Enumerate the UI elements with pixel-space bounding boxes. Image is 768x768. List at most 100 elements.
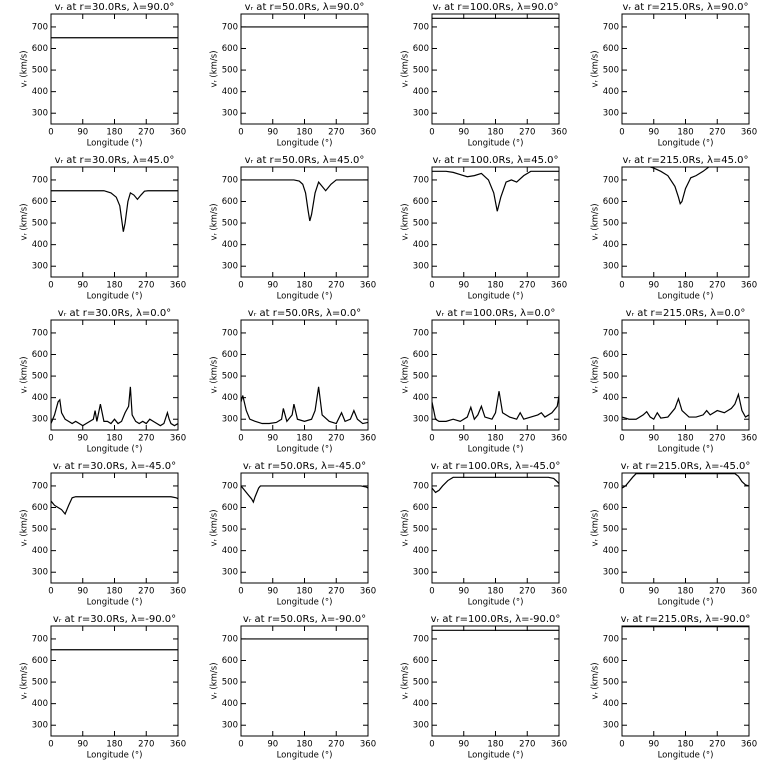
x-tick-label: 90 bbox=[77, 128, 88, 138]
y-tick-label: 400 bbox=[603, 546, 619, 556]
y-tick-label: 400 bbox=[603, 240, 619, 250]
y-tick-label: 400 bbox=[222, 240, 238, 250]
y-tick-label: 500 bbox=[413, 525, 429, 535]
x-tick-label: 360 bbox=[360, 434, 376, 444]
x-tick-label: 0 bbox=[238, 128, 243, 138]
y-tick-label: 500 bbox=[222, 66, 238, 76]
y-axis-label: vᵣ (km/s) bbox=[401, 203, 411, 240]
y-tick-label: 500 bbox=[603, 678, 619, 688]
x-tick-label: 0 bbox=[238, 740, 243, 750]
plot-frame bbox=[621, 13, 750, 125]
y-axis-label: vᵣ (km/s) bbox=[20, 509, 30, 546]
plot-frame bbox=[240, 625, 369, 737]
x-tick-label: 270 bbox=[138, 587, 154, 597]
panel: vᵣ at r=30.0Rs, λ=45.0° Longitude (°) vᵣ (… bbox=[20, 155, 187, 302]
y-axis-label: vᵣ (km/s) bbox=[591, 203, 601, 240]
y-tick-label: 600 bbox=[603, 44, 619, 54]
y-tick-label: 300 bbox=[32, 262, 48, 272]
x-tick-label: 90 bbox=[267, 434, 278, 444]
y-tick-label: 400 bbox=[413, 240, 429, 250]
y-axis-label: vᵣ (km/s) bbox=[210, 50, 220, 87]
x-tick-label: 90 bbox=[458, 128, 469, 138]
x-axis-label: Longitude (°) bbox=[277, 751, 333, 761]
y-tick-label: 500 bbox=[413, 678, 429, 688]
y-tick-label: 300 bbox=[222, 262, 238, 272]
y-tick-label: 500 bbox=[32, 219, 48, 229]
x-axis-label: Longitude (°) bbox=[87, 751, 143, 761]
plot-frame bbox=[50, 13, 179, 125]
x-tick-label: 0 bbox=[429, 587, 434, 597]
panel: vᵣ at r=215.0Rs, λ=-45.0° Longitude (°) vᵣ… bbox=[591, 461, 758, 608]
panel: vᵣ at r=50.0Rs, λ=0.0° Longitude (°) vᵣ (k… bbox=[210, 308, 377, 455]
y-tick-label: 300 bbox=[603, 568, 619, 578]
x-tick-label: 0 bbox=[238, 434, 243, 444]
y-tick-label: 700 bbox=[413, 481, 429, 491]
y-tick-label: 300 bbox=[32, 721, 48, 731]
data-line bbox=[432, 476, 559, 494]
x-tick-label: 360 bbox=[170, 587, 186, 597]
y-tick-label: 600 bbox=[413, 197, 429, 207]
panel: vᵣ at r=215.0Rs, λ=0.0° Longitude (°) vᵣ (… bbox=[591, 308, 758, 455]
data-line bbox=[432, 391, 559, 423]
x-tick-label: 0 bbox=[619, 587, 624, 597]
y-axis-label: vᵣ (km/s) bbox=[401, 662, 411, 699]
x-tick-label: 90 bbox=[77, 281, 88, 291]
y-tick-label: 500 bbox=[222, 372, 238, 382]
data-line bbox=[51, 190, 178, 232]
panel: vᵣ at r=30.0Rs, λ=0.0° Longitude (°) vᵣ (k… bbox=[20, 308, 187, 455]
data-line bbox=[622, 473, 749, 489]
y-tick-label: 600 bbox=[32, 350, 48, 360]
panel: vᵣ at r=50.0Rs, λ=90.0° Longitude (°) vᵣ (… bbox=[210, 2, 377, 149]
x-tick-label: 180 bbox=[296, 587, 312, 597]
panel: vᵣ at r=100.0Rs, λ=-45.0° Longitude (°) vᵣ… bbox=[401, 461, 568, 608]
chart-title: vᵣ at r=30.0Rs, λ=90.0° bbox=[55, 2, 175, 13]
y-tick-label: 600 bbox=[603, 197, 619, 207]
chart-title: vᵣ at r=215.0Rs, λ=45.0° bbox=[622, 155, 748, 166]
x-tick-label: 90 bbox=[648, 434, 659, 444]
y-tick-label: 700 bbox=[32, 22, 48, 32]
x-tick-label: 180 bbox=[296, 434, 312, 444]
y-tick-label: 500 bbox=[413, 372, 429, 382]
x-tick-label: 180 bbox=[106, 281, 122, 291]
y-tick-label: 400 bbox=[603, 699, 619, 709]
y-tick-label: 600 bbox=[222, 656, 238, 666]
x-axis-label: Longitude (°) bbox=[277, 292, 333, 302]
x-tick-label: 360 bbox=[741, 128, 757, 138]
x-tick-label: 360 bbox=[551, 128, 567, 138]
y-tick-label: 500 bbox=[603, 66, 619, 76]
x-tick-label: 180 bbox=[487, 128, 503, 138]
y-tick-label: 600 bbox=[413, 503, 429, 513]
y-tick-label: 600 bbox=[32, 503, 48, 513]
x-tick-label: 180 bbox=[296, 740, 312, 750]
x-tick-label: 270 bbox=[519, 281, 535, 291]
x-tick-label: 90 bbox=[77, 740, 88, 750]
y-tick-label: 300 bbox=[32, 568, 48, 578]
x-tick-label: 270 bbox=[328, 740, 344, 750]
x-tick-label: 180 bbox=[296, 128, 312, 138]
plot-frame bbox=[50, 625, 179, 737]
x-tick-label: 180 bbox=[106, 740, 122, 750]
y-tick-label: 700 bbox=[603, 481, 619, 491]
x-tick-label: 180 bbox=[677, 587, 693, 597]
y-axis-label: vᵣ (km/s) bbox=[20, 50, 30, 87]
x-tick-label: 360 bbox=[170, 281, 186, 291]
y-axis-label: vᵣ (km/s) bbox=[591, 356, 601, 393]
x-tick-label: 0 bbox=[429, 281, 434, 291]
y-tick-label: 700 bbox=[222, 328, 238, 338]
x-tick-label: 270 bbox=[709, 281, 725, 291]
y-tick-label: 400 bbox=[32, 240, 48, 250]
x-tick-label: 0 bbox=[619, 740, 624, 750]
panel: vᵣ at r=100.0Rs, λ=45.0° Longitude (°) vᵣ … bbox=[401, 155, 568, 302]
y-tick-label: 300 bbox=[32, 109, 48, 119]
x-tick-label: 180 bbox=[677, 740, 693, 750]
x-tick-label: 90 bbox=[267, 740, 278, 750]
data-line bbox=[432, 170, 559, 212]
x-tick-label: 180 bbox=[677, 128, 693, 138]
y-tick-label: 600 bbox=[413, 44, 429, 54]
chart-title: vᵣ at r=100.0Rs, λ=0.0° bbox=[436, 308, 556, 319]
y-tick-label: 600 bbox=[603, 656, 619, 666]
y-tick-label: 600 bbox=[32, 197, 48, 207]
plot-frame bbox=[240, 319, 369, 431]
y-tick-label: 600 bbox=[603, 503, 619, 513]
